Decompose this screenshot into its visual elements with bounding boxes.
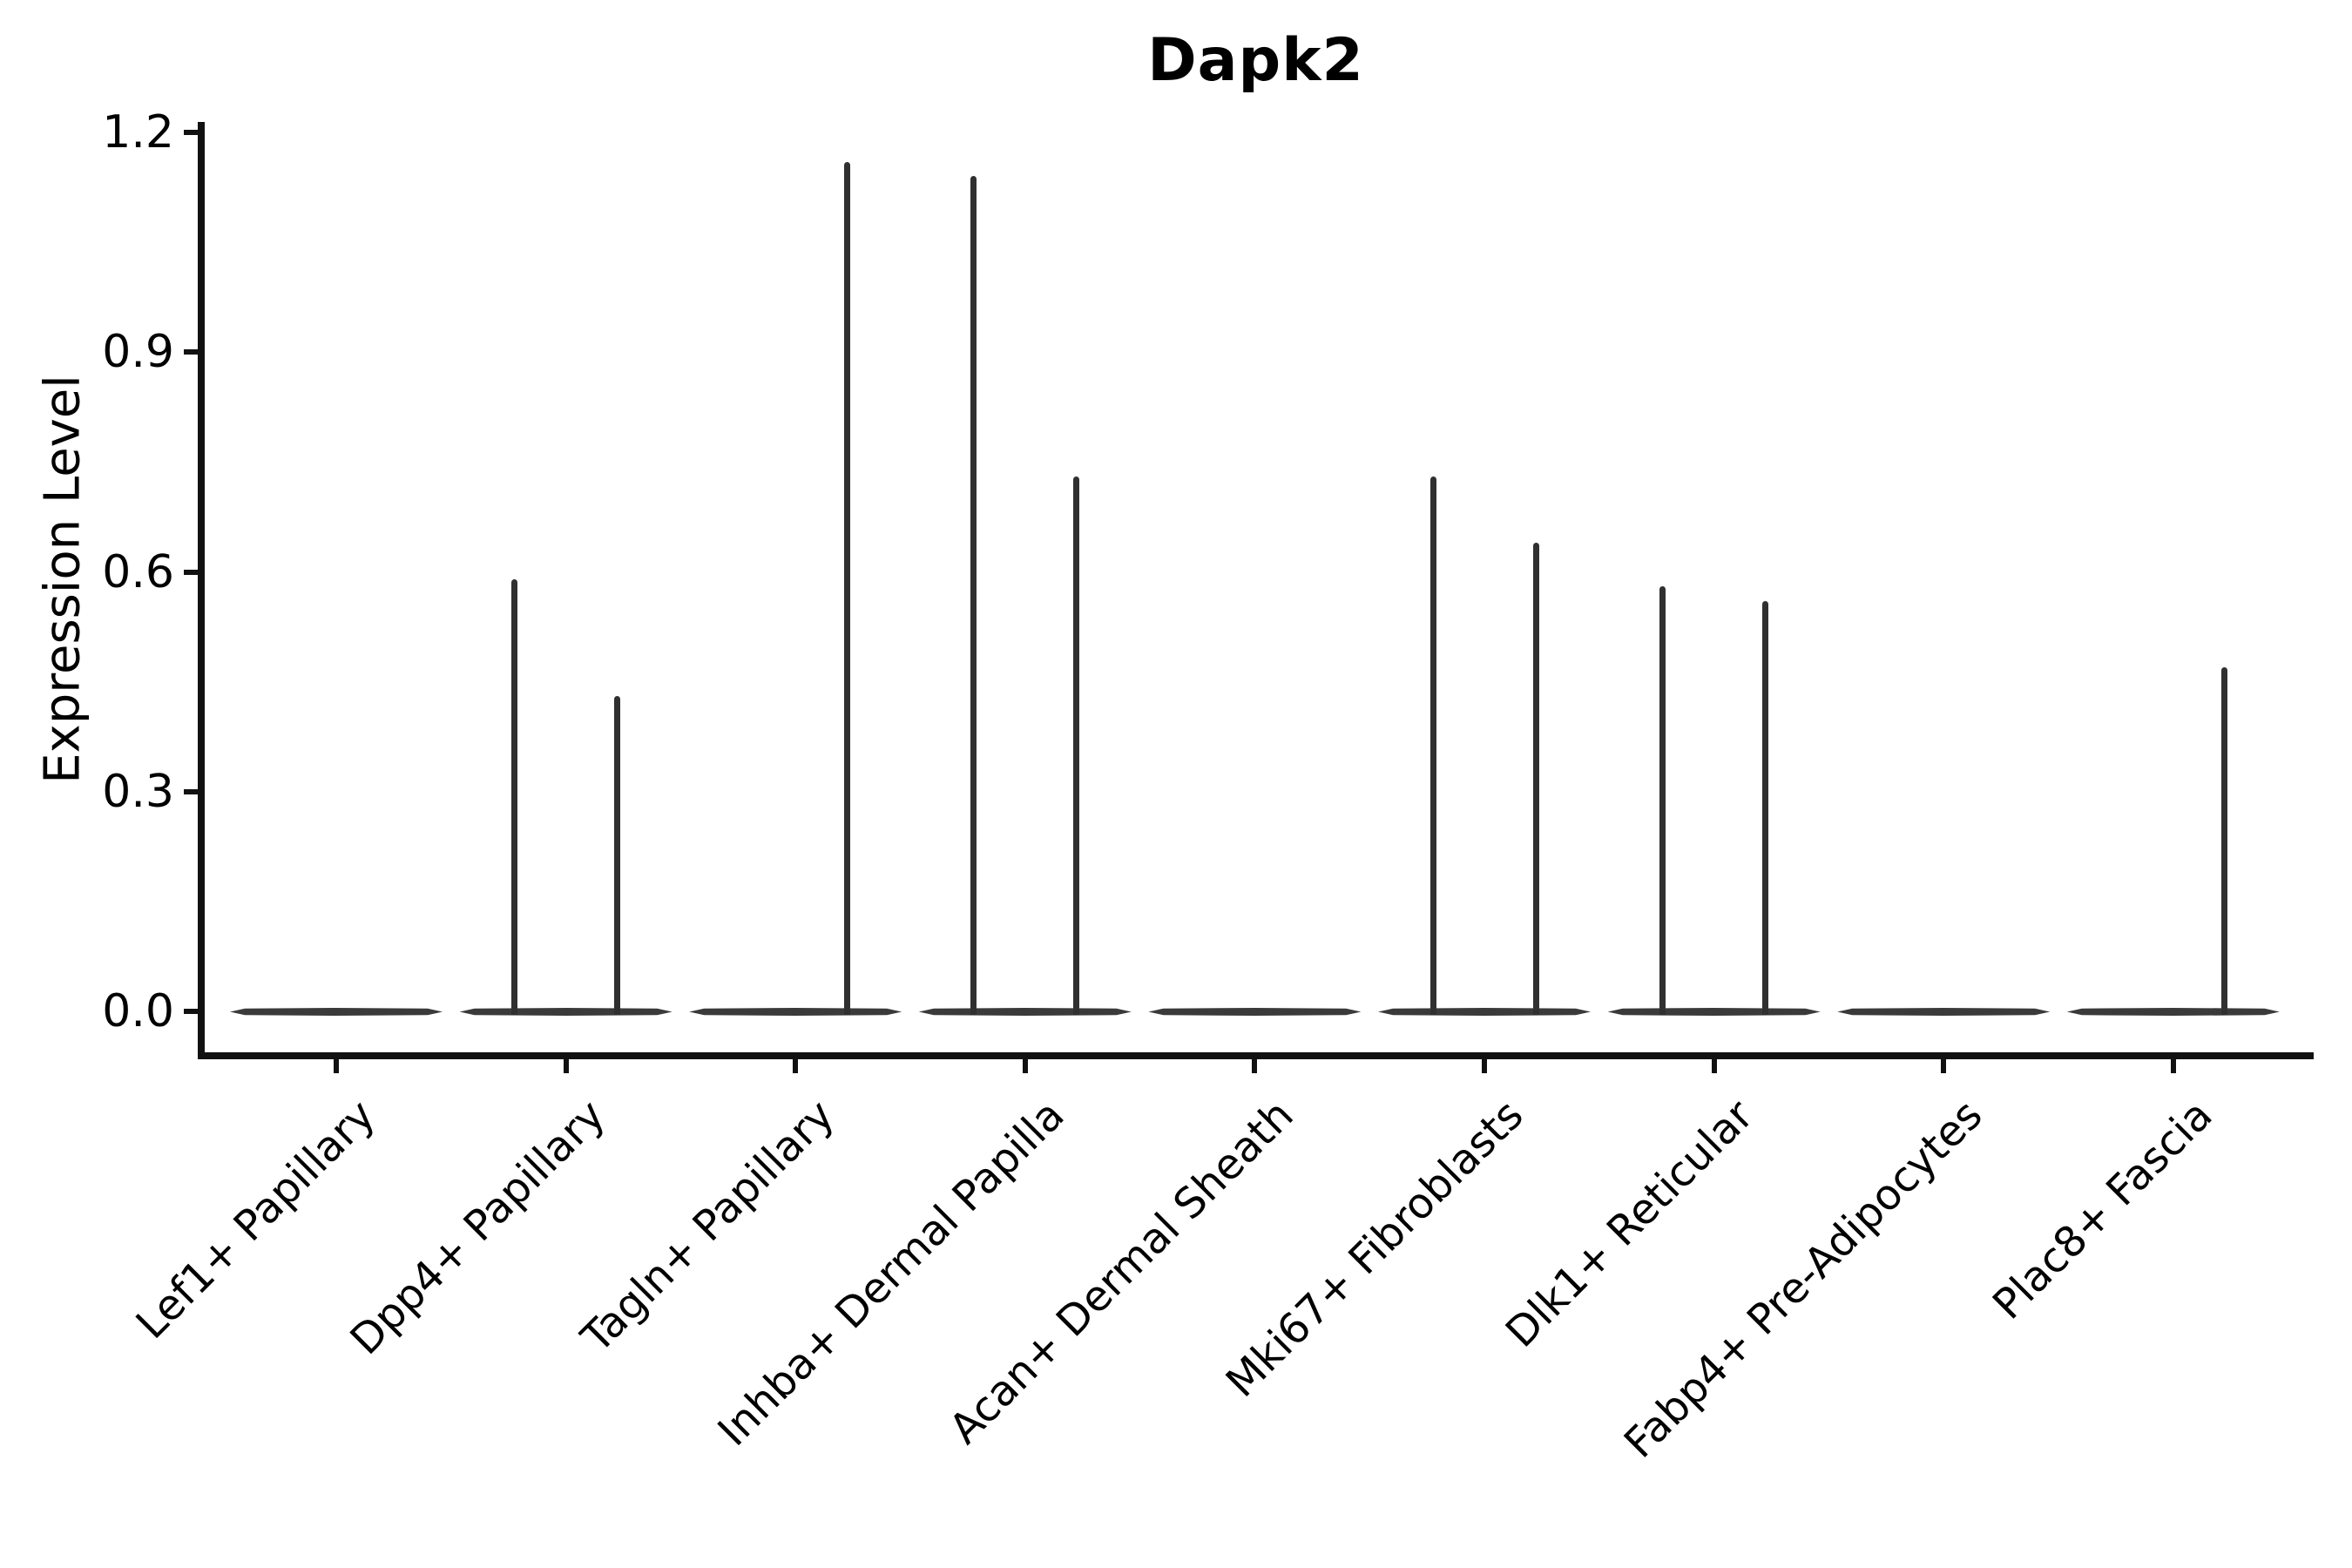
y-tick-label: 1.2 <box>102 106 174 159</box>
violin-base <box>1607 1008 1821 1016</box>
x-tick-label: Dpp4+ Papillary <box>341 1091 615 1365</box>
chart-title: Dapk2 <box>1147 26 1364 95</box>
violin-spike <box>614 696 621 1015</box>
violin-spike <box>1532 542 1539 1015</box>
x-tick-mark <box>334 1059 339 1073</box>
violin-spike <box>1073 476 1080 1015</box>
y-tick-label: 0.6 <box>102 545 174 598</box>
x-tick-label: Lef1+ Papillary <box>126 1091 385 1348</box>
violin-base <box>689 1008 902 1016</box>
x-tick-mark <box>1252 1059 1258 1073</box>
violin-base <box>918 1008 1132 1016</box>
y-tick-mark <box>184 349 198 355</box>
x-tick-label: Tagln+ Papillary <box>572 1091 844 1362</box>
y-tick-mark <box>184 130 198 136</box>
violin-spike <box>2221 666 2228 1015</box>
violin-spike <box>970 176 977 1015</box>
x-tick-mark <box>1022 1059 1028 1073</box>
y-tick-label: 0.9 <box>102 326 174 379</box>
violin-base <box>1837 1008 2051 1016</box>
x-axis-line <box>198 1052 2314 1059</box>
violin-spike <box>843 161 850 1015</box>
violin-spike <box>1659 586 1666 1015</box>
x-tick-label: Plac8+ Fascia <box>1983 1091 2222 1329</box>
x-tick-mark <box>793 1059 799 1073</box>
y-tick-mark <box>184 788 198 794</box>
violin-spike <box>1429 476 1436 1015</box>
x-tick-mark <box>1711 1059 1717 1073</box>
y-tick-label: 0.0 <box>102 985 174 1037</box>
x-tick-mark <box>2170 1059 2176 1073</box>
x-tick-mark <box>563 1059 569 1073</box>
violin-base <box>2066 1008 2280 1016</box>
violin-base <box>459 1008 672 1016</box>
x-tick-label: Dlk1+ Reticular <box>1496 1091 1763 1357</box>
y-axis-line <box>198 122 205 1059</box>
violin-spike <box>1762 601 1769 1015</box>
violin-base <box>1148 1008 1362 1016</box>
violin-base <box>1378 1008 1591 1016</box>
y-tick-mark <box>184 569 198 575</box>
x-tick-mark <box>1482 1059 1487 1073</box>
y-tick-label: 0.3 <box>102 765 174 818</box>
y-tick-mark <box>184 1009 198 1014</box>
x-tick-mark <box>1941 1059 1947 1073</box>
violin-base <box>230 1008 443 1016</box>
violin-spike <box>511 578 518 1015</box>
